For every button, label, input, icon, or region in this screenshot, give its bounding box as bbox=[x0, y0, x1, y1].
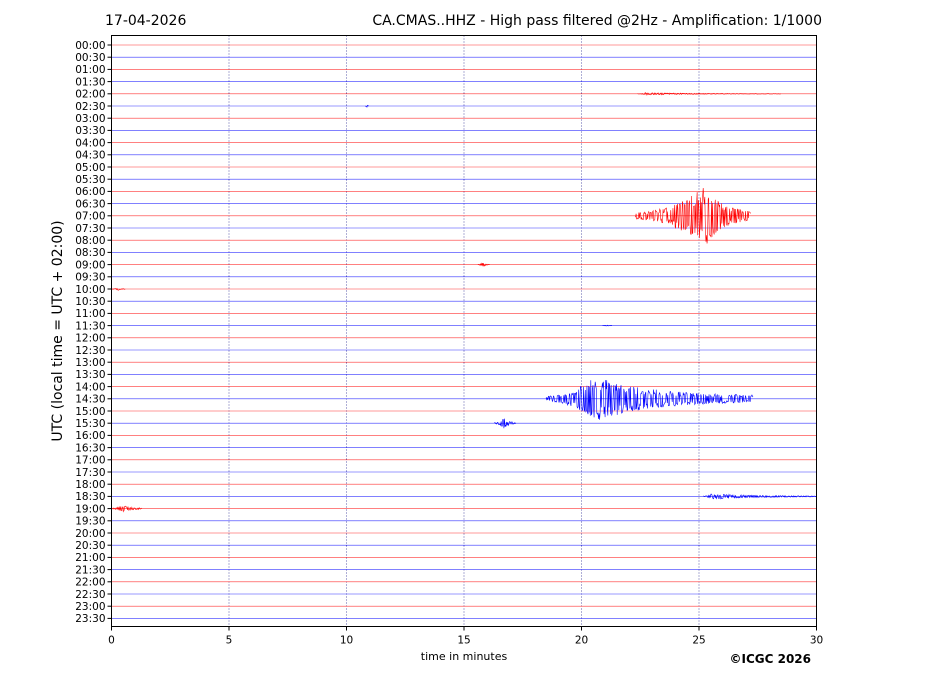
y-tick-label: 04:30 bbox=[75, 150, 105, 162]
y-tick-label: 14:00 bbox=[75, 381, 105, 393]
y-tick-label: 19:00 bbox=[75, 503, 105, 515]
seismic-event-waveform bbox=[494, 418, 516, 429]
y-tick-label: 05:00 bbox=[75, 162, 105, 174]
x-axis-label: time in minutes bbox=[421, 650, 508, 663]
seismic-event-waveform bbox=[111, 287, 126, 291]
y-tick-label: 02:00 bbox=[75, 89, 105, 101]
y-tick-label: 12:30 bbox=[75, 345, 105, 357]
y-tick-label: 06:00 bbox=[75, 186, 105, 198]
y-tick-label: 03:30 bbox=[75, 125, 105, 137]
x-tick-label: 30 bbox=[810, 635, 823, 647]
chart-date: 17-04-2026 bbox=[105, 13, 186, 29]
x-tick-label: 5 bbox=[226, 635, 233, 647]
vertical-grid bbox=[228, 35, 700, 627]
y-tick-label: 07:00 bbox=[75, 211, 105, 223]
seismic-event-waveform bbox=[365, 104, 369, 108]
seismic-event-waveform bbox=[602, 324, 613, 327]
x-tick-label: 10 bbox=[340, 635, 353, 647]
seismic-event-waveform bbox=[635, 187, 751, 244]
y-tick-label: 13:00 bbox=[75, 357, 105, 369]
trace-lines bbox=[111, 44, 817, 619]
y-tick-label: 23:00 bbox=[75, 601, 105, 613]
x-tick-label: 15 bbox=[457, 635, 470, 647]
y-tick-label: 19:30 bbox=[75, 516, 105, 528]
x-axis-ticks: 0 5 10 15 20 25 30 bbox=[108, 626, 823, 647]
y-tick-label: 08:00 bbox=[75, 235, 105, 247]
y-tick-label: 01:00 bbox=[75, 64, 105, 76]
y-tick-label: 01:30 bbox=[75, 76, 105, 88]
y-tick-label: 07:30 bbox=[75, 223, 105, 235]
y-tick-label: 20:00 bbox=[75, 528, 105, 540]
y-tick-label: 15:00 bbox=[75, 406, 105, 418]
x-tick-label: 0 bbox=[108, 635, 115, 647]
y-tick-label: 05:30 bbox=[75, 174, 105, 186]
chart-title: CA.CMAS..HHZ - High pass filtered @2Hz -… bbox=[372, 13, 822, 29]
y-tick-label: 10:30 bbox=[75, 296, 105, 308]
y-tick-label: 02:30 bbox=[75, 101, 105, 113]
y-tick-label: 14:30 bbox=[75, 394, 105, 406]
plot-frame bbox=[111, 35, 817, 627]
y-tick-label: 21:30 bbox=[75, 564, 105, 576]
y-tick-label: 22:30 bbox=[75, 589, 105, 601]
x-tick-label: 25 bbox=[692, 635, 705, 647]
y-tick-label: 12:00 bbox=[75, 333, 105, 345]
y-axis-ticks: 00:0000:3001:0001:3002:0002:3003:0003:30… bbox=[75, 40, 112, 625]
x-tick-label: 20 bbox=[575, 635, 588, 647]
y-tick-label: 11:30 bbox=[75, 320, 105, 332]
seismic-event-waveform bbox=[703, 493, 817, 500]
copyright-label: ©ICGC 2026 bbox=[729, 652, 811, 666]
y-tick-label: 00:00 bbox=[75, 40, 105, 52]
seismic-events bbox=[111, 92, 817, 513]
y-tick-label: 18:00 bbox=[75, 479, 105, 491]
y-tick-label: 17:00 bbox=[75, 455, 105, 467]
y-tick-label: 06:30 bbox=[75, 198, 105, 210]
y-tick-label: 03:00 bbox=[75, 113, 105, 125]
y-tick-label: 10:00 bbox=[75, 284, 105, 296]
y-axis-label: UTC (local time = UTC + 02:00) bbox=[50, 220, 66, 441]
y-tick-label: 17:30 bbox=[75, 467, 105, 479]
y-tick-label: 16:30 bbox=[75, 442, 105, 454]
y-tick-label: 18:30 bbox=[75, 491, 105, 503]
seismic-event-waveform bbox=[111, 505, 142, 513]
y-tick-label: 08:30 bbox=[75, 247, 105, 259]
y-tick-label: 13:30 bbox=[75, 369, 105, 381]
y-tick-label: 00:30 bbox=[75, 52, 105, 64]
y-tick-label: 15:30 bbox=[75, 418, 105, 430]
y-tick-label: 21:00 bbox=[75, 552, 105, 564]
y-tick-label: 16:00 bbox=[75, 430, 105, 442]
seismic-event-waveform bbox=[545, 380, 754, 420]
seismic-event-waveform bbox=[477, 262, 490, 267]
y-tick-label: 09:30 bbox=[75, 272, 105, 284]
y-tick-label: 23:30 bbox=[75, 613, 105, 625]
y-tick-label: 04:00 bbox=[75, 137, 105, 149]
y-tick-label: 09:00 bbox=[75, 259, 105, 271]
y-tick-label: 22:00 bbox=[75, 577, 105, 589]
y-tick-label: 11:00 bbox=[75, 308, 105, 320]
seismic-event-waveform bbox=[637, 92, 782, 96]
y-tick-label: 20:30 bbox=[75, 540, 105, 552]
